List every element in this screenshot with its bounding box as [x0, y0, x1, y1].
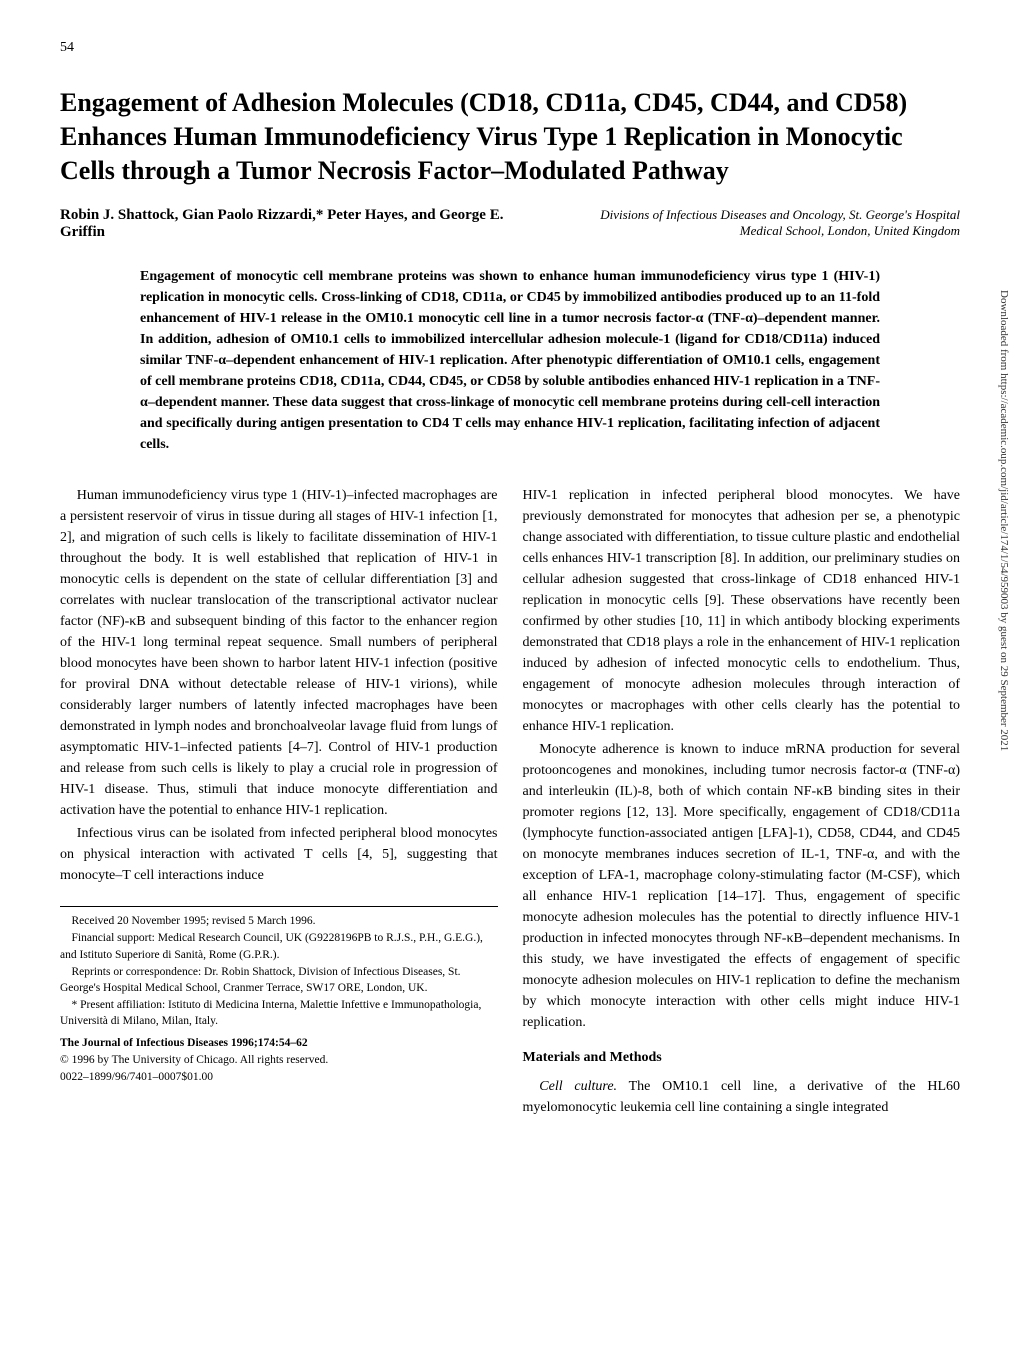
footnote-financial: Financial support: Medical Research Coun… [60, 930, 498, 962]
left-column: Human immunodeficiency virus type 1 (HIV… [60, 485, 498, 1120]
body-paragraph: Human immunodeficiency virus type 1 (HIV… [60, 485, 498, 821]
methods-paragraph: Cell culture. The OM10.1 cell line, a de… [523, 1076, 961, 1118]
footnote-present-affiliation: * Present affiliation: Istituto di Medic… [60, 997, 498, 1029]
body-paragraph: Infectious virus can be isolated from in… [60, 823, 498, 886]
page-number: 54 [60, 40, 960, 56]
section-heading-methods: Materials and Methods [523, 1047, 961, 1068]
footnote-reprints: Reprints or correspondence: Dr. Robin Sh… [60, 964, 498, 996]
journal-title: The Journal of Infectious Diseases 1996;… [60, 1037, 308, 1049]
body-paragraph: HIV-1 replication in infected peripheral… [523, 485, 961, 737]
subsection-label: Cell culture. [539, 1079, 617, 1094]
issn: 0022–1899/96/7401–0007$01.00 [60, 1069, 498, 1085]
footnote-received: Received 20 November 1995; revised 5 Mar… [60, 913, 498, 929]
abstract: Engagement of monocytic cell membrane pr… [140, 266, 880, 455]
download-sidebar-text: Downloaded from https://academic.oup.com… [998, 290, 1010, 751]
body-columns: Human immunodeficiency virus type 1 (HIV… [60, 485, 960, 1120]
footnotes: Received 20 November 1995; revised 5 Mar… [60, 906, 498, 1085]
authors: Robin J. Shattock, Gian Paolo Rizzardi,*… [60, 207, 510, 241]
authors-affiliation-block: Robin J. Shattock, Gian Paolo Rizzardi,*… [60, 207, 960, 241]
abstract-text: Engagement of monocytic cell membrane pr… [140, 269, 880, 452]
journal-info: The Journal of Infectious Diseases 1996;… [60, 1035, 498, 1085]
copyright: © 1996 by The University of Chicago. All… [60, 1052, 498, 1068]
article-title: Engagement of Adhesion Molecules (CD18, … [60, 86, 960, 187]
body-paragraph: Monocyte adherence is known to induce mR… [523, 739, 961, 1033]
right-column: HIV-1 replication in infected peripheral… [523, 485, 961, 1120]
affiliation: Divisions of Infectious Diseases and Onc… [555, 207, 960, 239]
